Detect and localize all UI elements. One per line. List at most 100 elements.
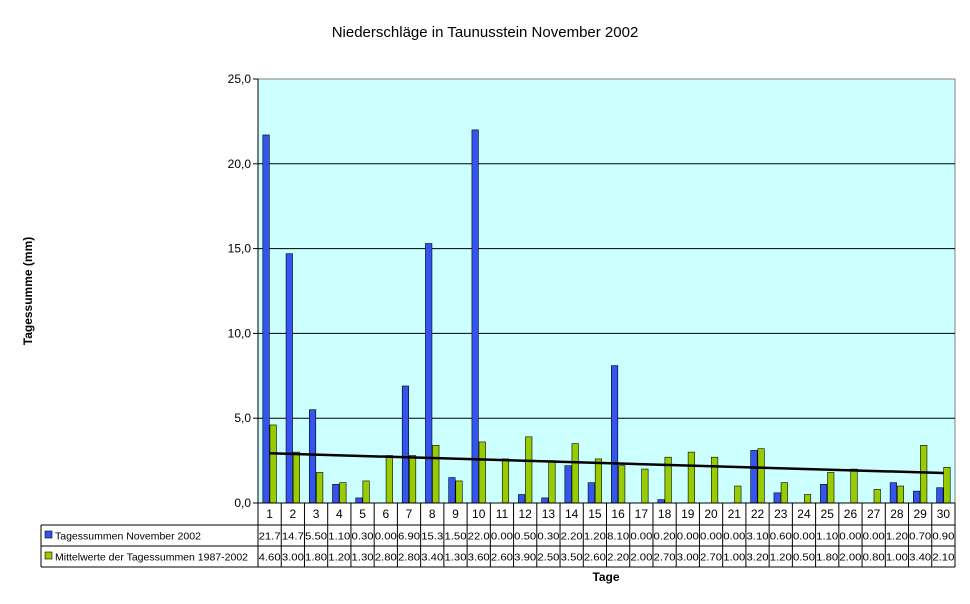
bar-nov-2002 [913, 490, 921, 504]
bar-mean-1987-2002 [711, 456, 719, 504]
data-label: 3.40 [909, 552, 931, 564]
x-tick-label: 14 [565, 507, 579, 521]
x-tick-label: 16 [611, 507, 625, 521]
x-tick-label: 26 [844, 507, 858, 521]
data-label: 1.00 [723, 552, 745, 564]
x-tick-label: 10 [472, 507, 486, 521]
x-tick-label: 19 [681, 507, 695, 521]
x-tick-label: 27 [867, 507, 881, 521]
y-tick-label: 25,0 [228, 72, 252, 86]
x-tick-label: 5 [359, 507, 366, 521]
bar-nov-2002 [425, 243, 433, 504]
data-label: 1.20 [770, 552, 792, 564]
bar-mean-1987-2002 [827, 472, 835, 504]
bar-nov-2002 [936, 487, 944, 504]
data-label: 0.60 [770, 531, 792, 543]
data-label: 14.7 [282, 531, 304, 543]
data-label: 1.00 [886, 552, 908, 564]
data-label: 0.30 [537, 531, 559, 543]
x-tick-label: 22 [751, 507, 765, 521]
bar-nov-2002 [750, 450, 758, 504]
gridlines [258, 163, 955, 419]
data-label: 2.60 [584, 552, 606, 564]
trendline-group [269, 452, 944, 475]
data-label: 0.30 [352, 531, 374, 543]
data-label: 2.80 [398, 552, 420, 564]
data-label: 0.70 [909, 531, 931, 543]
x-tick-label: 24 [797, 507, 811, 521]
y-tick-label: 5,0 [234, 411, 251, 425]
chart-title: Niederschläge in Taunusstein November 20… [332, 24, 639, 41]
bar-mean-1987-2002 [548, 460, 556, 504]
bar-mean-1987-2002 [269, 424, 277, 504]
bar-nov-2002 [285, 253, 293, 504]
data-label: 0.20 [654, 531, 676, 543]
bar-nov-2002 [564, 465, 572, 504]
bar-mean-1987-2002 [525, 436, 533, 504]
bar-mean-1987-2002 [850, 468, 858, 504]
x-tick-label: 20 [704, 507, 718, 521]
data-label: 2.50 [537, 552, 559, 564]
data-label: 15.3 [421, 531, 443, 543]
x-axis-label: Tage [592, 570, 619, 584]
data-label: 3.20 [747, 552, 769, 564]
bar-nov-2002 [308, 409, 317, 504]
x-tick-label: 15 [588, 507, 602, 521]
x-tick-label: 2 [290, 507, 297, 521]
x-tick-label: 11 [496, 507, 509, 521]
data-label: 0.80 [863, 552, 885, 564]
data-label: 0.00 [723, 531, 745, 543]
data-label: 4.60 [259, 552, 281, 564]
x-tick-label: 8 [429, 507, 436, 521]
data-label: 1.80 [816, 552, 838, 564]
x-tick-label: 12 [519, 507, 533, 521]
y-axis: 0,0 5,0 10,0 15,0 20,0 25,0 [228, 72, 259, 510]
bar-nov-2002 [262, 134, 270, 504]
x-tick-label: 30 [937, 507, 951, 521]
bar-mean-1987-2002 [803, 494, 812, 504]
data-label: 2.10 [932, 552, 954, 564]
bar-nov-2002 [611, 365, 619, 504]
bar-mean-1987-2002 [292, 451, 300, 504]
bar-nov-2002 [518, 494, 526, 504]
data-label: 0.50 [514, 531, 536, 543]
data-label: 1.50 [444, 531, 466, 543]
bar-mean-1987-2002 [571, 443, 579, 504]
bar-mean-1987-2002 [734, 485, 742, 504]
data-label: 6.90 [398, 531, 420, 543]
data-label: 1.80 [305, 552, 327, 564]
data-label: 3.10 [747, 531, 769, 543]
x-tick-label: 18 [658, 507, 672, 521]
data-label: 0.00 [491, 531, 513, 543]
data-label: 2.70 [654, 552, 676, 564]
data-label: 2.20 [607, 552, 629, 564]
x-tick-label: 6 [382, 507, 389, 521]
x-tick-label: 21 [728, 507, 742, 521]
x-tick-label: 7 [406, 507, 413, 521]
data-label: 0.00 [700, 531, 722, 543]
bar-mean-1987-2002 [455, 480, 463, 504]
data-label: 3.90 [514, 552, 536, 564]
bar-mean-1987-2002 [641, 468, 649, 504]
x-tick-label: 23 [774, 507, 788, 521]
y-tick-label: 20,0 [228, 157, 252, 171]
bar-mean-1987-2002 [501, 458, 510, 504]
data-label: 0.00 [863, 531, 885, 543]
y-tick-label: 10,0 [228, 326, 252, 340]
data-label: 2.00 [839, 552, 861, 564]
data-label: 3.50 [561, 552, 583, 564]
plot-area [257, 78, 956, 504]
data-label: 0.00 [677, 531, 699, 543]
data-label: 1.10 [816, 531, 838, 543]
data-label: 0.90 [932, 531, 954, 543]
bar-mean-1987-2002 [618, 465, 626, 504]
data-label: 1.30 [352, 552, 374, 564]
bar-mean-1987-2002 [409, 455, 417, 504]
x-tick-label: 4 [336, 507, 343, 521]
data-label: 0.00 [793, 531, 815, 543]
y-tick-label: 0,0 [234, 496, 251, 510]
data-label: 3.60 [468, 552, 490, 564]
data-label: 2.70 [700, 552, 722, 564]
legend-swatch [44, 551, 53, 560]
data-label: 1.20 [584, 531, 606, 543]
